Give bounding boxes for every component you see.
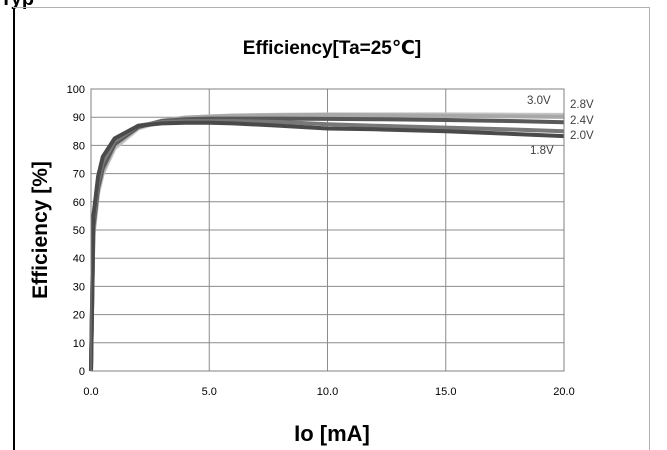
chart-title: Efficiency[Ta=25℃] <box>243 38 421 59</box>
x-tick-label: 10.0 <box>317 386 338 398</box>
page-header-fragment: Typ <box>0 0 667 10</box>
y-tick-label: 70 <box>73 169 85 181</box>
x-tick-label: 0.0 <box>83 386 98 398</box>
plot-area-border <box>90 88 565 372</box>
y-tick-label: 10 <box>73 338 85 350</box>
y-tick-label: 0 <box>79 366 85 378</box>
x-tick-label: 15.0 <box>435 386 456 398</box>
x-tick-labels: 0.0 5.0 10.0 15.0 20.0 <box>83 386 574 398</box>
series-line-1.8V <box>89 120 565 372</box>
series-label: 2.8V <box>570 99 594 111</box>
y-tick-label: 80 <box>73 140 85 152</box>
series-label: 3.0V <box>527 95 551 107</box>
x-tick-label: 20.0 <box>553 386 574 398</box>
y-tick-label: 90 <box>73 112 85 124</box>
y-tick-label: 50 <box>73 225 85 237</box>
y-tick-label: 100 <box>67 84 85 96</box>
header-fragment-text: Typ <box>0 0 34 10</box>
y-tick-label: 20 <box>73 310 85 322</box>
chart-frame-top-border <box>13 7 650 8</box>
series-label: 1.8V <box>530 145 554 157</box>
y-tick-labels: 0 10 20 30 40 50 60 70 80 90 100 <box>67 84 85 378</box>
y-axis-label: Efficiency [%] <box>29 161 52 299</box>
y-tick-label: 60 <box>73 197 85 209</box>
chart-frame-right-border <box>649 7 650 450</box>
series-label: 2.4V <box>570 115 594 127</box>
series-lines <box>89 112 565 372</box>
y-tick-label: 30 <box>73 281 85 293</box>
x-tick-label: 5.0 <box>202 386 217 398</box>
y-tick-label: 40 <box>73 253 85 265</box>
document-frame-left-border <box>13 7 15 450</box>
series-label: 2.0V <box>570 130 594 142</box>
series-labels: 3.0V 2.8V 2.4V 2.0V 1.8V <box>527 95 594 157</box>
x-axis-label: Io [mA] <box>294 421 370 446</box>
